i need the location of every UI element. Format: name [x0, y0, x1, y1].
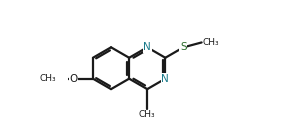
Text: N: N — [162, 74, 169, 84]
Text: S: S — [180, 42, 187, 52]
Text: O: O — [70, 74, 78, 84]
Text: CH₃: CH₃ — [139, 110, 156, 119]
Text: N: N — [143, 42, 151, 52]
Text: CH₃: CH₃ — [39, 74, 56, 83]
Text: CH₃: CH₃ — [202, 38, 219, 47]
